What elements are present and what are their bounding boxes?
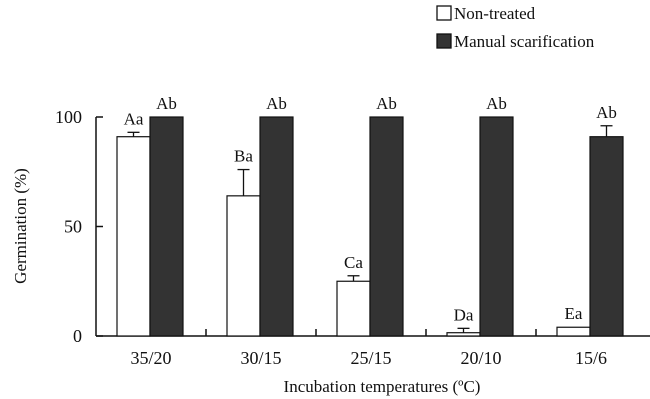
bar-non-treated (336, 280, 371, 337)
x-tick-label: 30/15 (240, 348, 281, 368)
x-axis-title: Incubation temperatures (ºC) (284, 377, 481, 396)
y-axis-title: Germination (%) (11, 168, 30, 284)
data-label: Ba (234, 147, 253, 166)
data-label: Ab (266, 94, 287, 113)
bar-non-treated (446, 332, 481, 337)
x-tick-label: 35/20 (130, 348, 171, 368)
x-tick-label: 20/10 (460, 348, 501, 368)
bar-non-treated (226, 195, 261, 337)
data-label: Ea (565, 304, 583, 323)
data-label: Da (454, 305, 474, 324)
data-label: Ab (376, 94, 397, 113)
y-tick-label: 0 (73, 326, 82, 346)
bar-manual-scarification (149, 116, 184, 337)
data-labels: Aa Ba Ca Da Ea Ab Ab Ab Ab Ab (124, 94, 617, 324)
legend-label: Non-treated (454, 4, 536, 23)
y-tick-label: 50 (64, 217, 82, 237)
x-tick-label: 25/15 (350, 348, 391, 368)
data-label: Ab (156, 94, 177, 113)
data-label: Aa (124, 109, 144, 128)
bar-manual-scarification (589, 136, 624, 337)
legend-label: Manual scarification (454, 32, 595, 51)
y-tick-label: 100 (55, 107, 82, 127)
data-label: Ab (486, 94, 507, 113)
legend-swatch (436, 5, 452, 21)
bar-manual-scarification (479, 116, 514, 337)
x-tick-label: 15/6 (575, 348, 607, 368)
bar-non-treated (116, 136, 151, 337)
bar-manual-scarification (259, 116, 294, 337)
bar-non-treated (556, 326, 591, 337)
legend: Non-treated Manual scarification (436, 4, 595, 51)
bar-manual-scarification (369, 116, 404, 337)
data-label: Ca (344, 253, 363, 272)
bars (116, 116, 624, 337)
axes: 0 50 100 35/20 30/15 25/15 20/10 15/6 (55, 107, 650, 368)
legend-swatch (436, 33, 452, 49)
data-label: Ab (596, 103, 617, 122)
